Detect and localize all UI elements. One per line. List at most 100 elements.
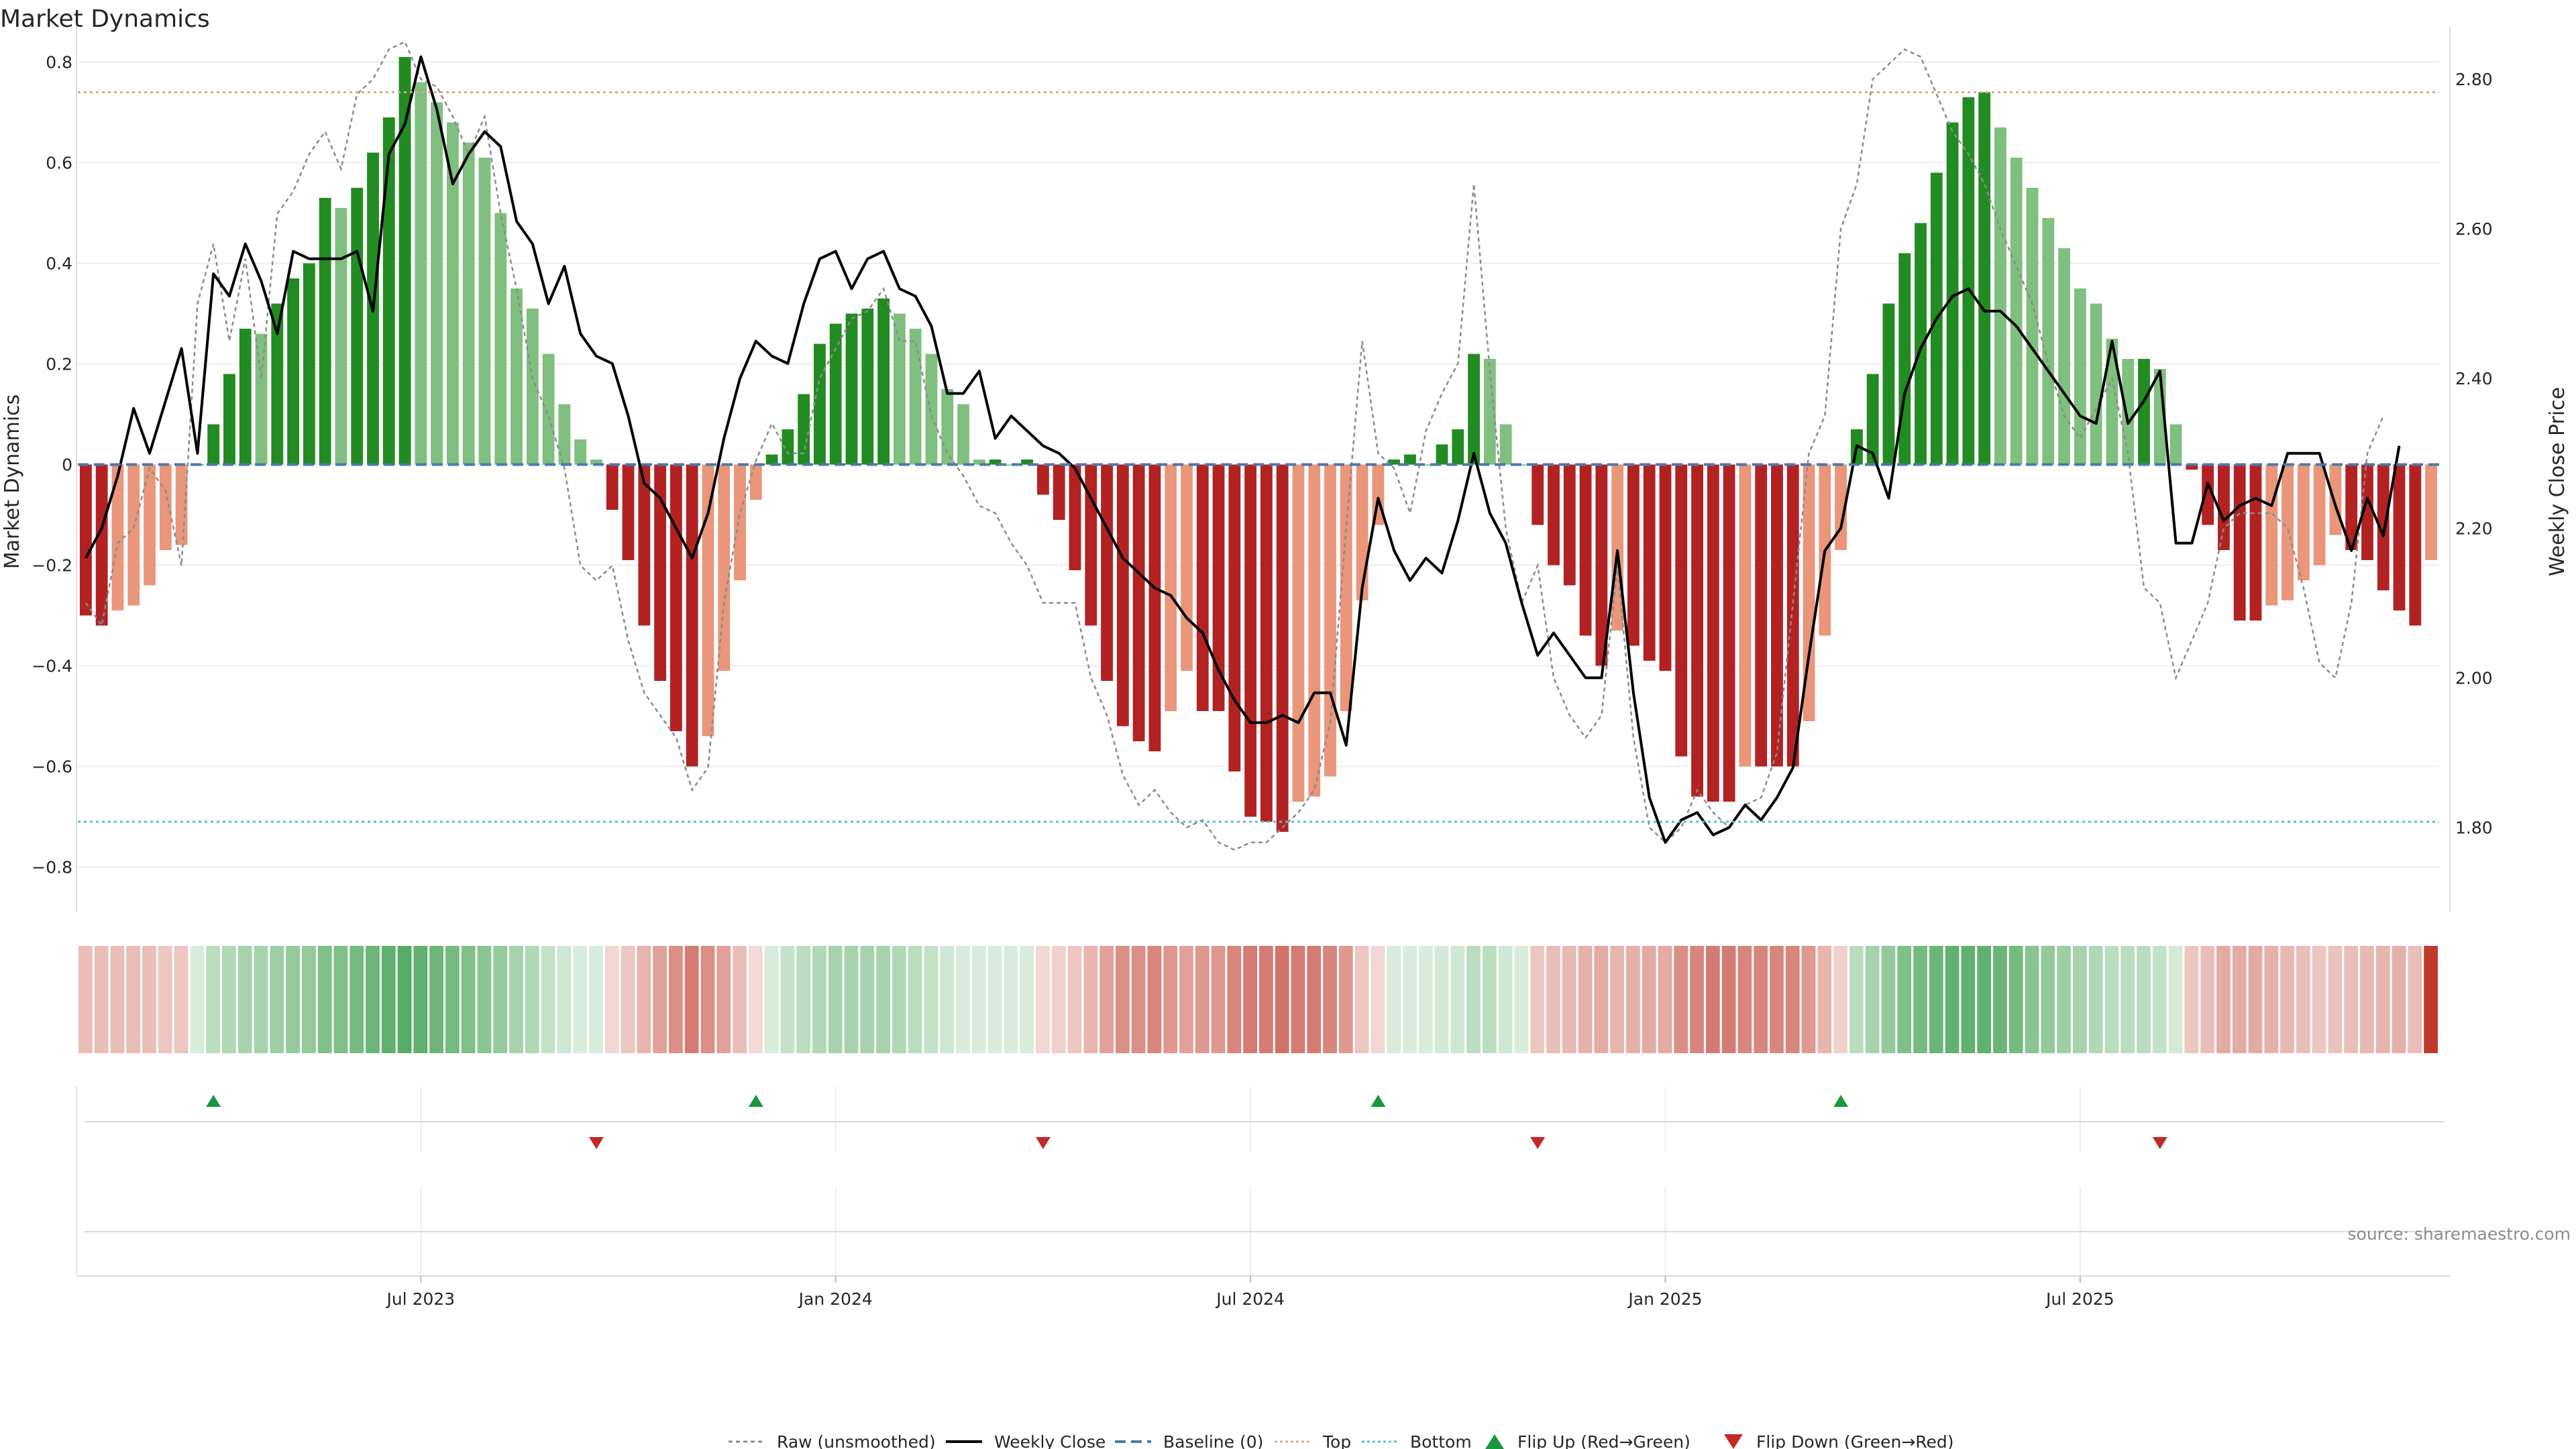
strip-cell [1004, 946, 1018, 1053]
strip-cell [541, 946, 555, 1053]
legend-top-label: Top [1322, 1432, 1351, 1449]
strip-cell [1466, 946, 1481, 1053]
y2-tick-label: 2.80 [2455, 70, 2493, 89]
x-tick-label: Jul 2023 [385, 1289, 455, 1309]
legend: Raw (unsmoothed) Weekly Close Baseline (… [729, 1432, 1954, 1449]
bar [1165, 464, 1177, 711]
bar [1532, 464, 1544, 525]
bar [574, 439, 587, 465]
bar [2377, 464, 2390, 590]
bar [1723, 464, 1735, 802]
strip-cell [637, 946, 651, 1053]
strip-cell [2344, 946, 2359, 1053]
strip-cell [381, 946, 396, 1053]
bar [1755, 464, 1768, 767]
strip-cell [812, 946, 826, 1053]
bar [1212, 464, 1225, 711]
bar [1196, 464, 1209, 711]
bar [686, 464, 698, 767]
strip-cell [1626, 946, 1640, 1053]
strip-cell [1115, 946, 1130, 1053]
strip-cell [2008, 946, 2023, 1053]
flip-up-marker [748, 1095, 763, 1107]
bar [654, 464, 667, 681]
bar [845, 313, 858, 465]
bar [1436, 444, 1448, 465]
x-tick-label: Jan 2024 [798, 1289, 873, 1309]
y2-tick-label: 2.40 [2455, 369, 2493, 388]
bar [478, 158, 491, 465]
strip-cell [1051, 946, 1066, 1053]
bar [829, 323, 842, 465]
strip-cell [2072, 946, 2087, 1053]
heat-strip [78, 946, 2438, 1053]
strip-cell [317, 946, 332, 1053]
bar [175, 464, 188, 545]
bar [494, 213, 507, 465]
flip-down-marker [1035, 1137, 1051, 1149]
bar [1483, 359, 1496, 465]
bar [1962, 97, 1975, 465]
strip-cell [1530, 946, 1545, 1053]
strip-cell [1387, 946, 1401, 1053]
strip-cell [94, 946, 109, 1053]
bar [2393, 464, 2406, 610]
bar [1882, 303, 1895, 465]
bar [2010, 158, 2023, 465]
bar [144, 464, 156, 586]
strip-cell [1737, 946, 1752, 1053]
strip-cell [301, 946, 316, 1053]
bar [1946, 122, 1959, 465]
strip-cell [1275, 946, 1289, 1053]
bar [1053, 464, 1065, 520]
strip-cell [1929, 946, 1943, 1053]
bar [398, 57, 411, 465]
strip-cell [1099, 946, 1114, 1053]
bar [2202, 464, 2214, 525]
strip-cell [700, 946, 715, 1053]
strip-cell [222, 946, 236, 1053]
y-axis-label: Market Dynamics [1, 394, 24, 570]
flip-up-marker [1371, 1095, 1386, 1107]
y2-tick-label: 2.20 [2455, 519, 2493, 538]
strip-cell [621, 946, 635, 1053]
bar [2042, 218, 2055, 465]
strip-cell [1785, 946, 1800, 1053]
close-series [85, 55, 2401, 844]
bar [95, 464, 108, 626]
strip-cell [1913, 946, 1927, 1053]
bar [1611, 464, 1624, 631]
strip-cell [2328, 946, 2343, 1053]
bar [1148, 464, 1161, 751]
strip-cell [557, 946, 572, 1053]
strip-cell [1754, 946, 1768, 1053]
bar [207, 424, 220, 465]
bar [287, 278, 299, 465]
strip-cell [860, 946, 875, 1053]
bar [382, 117, 395, 465]
bar [814, 343, 826, 465]
strip-cell [270, 946, 284, 1053]
strip-cell [78, 946, 93, 1053]
strip-cell [1770, 946, 1784, 1053]
bar [431, 102, 443, 465]
strip-cell [1705, 946, 1720, 1053]
strip-cell [1450, 946, 1465, 1053]
bar [239, 329, 252, 465]
y2-tick-label: 1.80 [2455, 818, 2493, 837]
bar [957, 404, 969, 465]
bar [877, 299, 890, 465]
strip-cell [1291, 946, 1305, 1053]
bar [1579, 464, 1592, 636]
strip-cell [1307, 946, 1322, 1053]
bar [925, 354, 938, 465]
bar [1260, 464, 1273, 822]
close-line [85, 55, 2401, 844]
strip-cell [493, 946, 508, 1053]
y-tick-label: −0.4 [32, 657, 72, 676]
strip-cell [1131, 946, 1146, 1053]
strip-cell [2232, 946, 2247, 1053]
legend-flip-up-icon [1485, 1434, 1504, 1449]
bar [79, 464, 92, 616]
bar [2329, 464, 2342, 535]
